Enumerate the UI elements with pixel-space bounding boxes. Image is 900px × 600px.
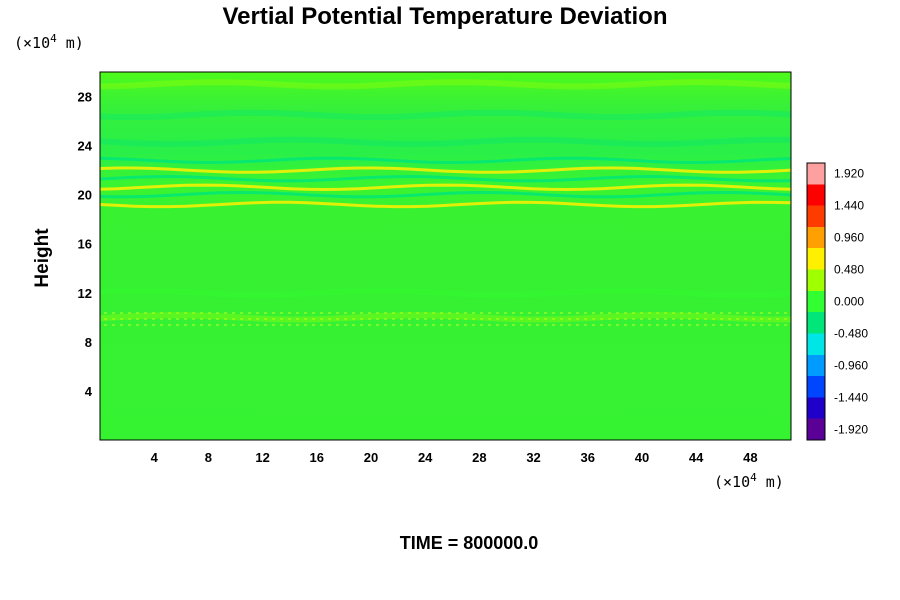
colorbar-tick-label: -1.440: [834, 390, 868, 404]
x-tick-label: 44: [689, 450, 704, 465]
field-speckle: [100, 310, 791, 326]
x-tick-label: 48: [743, 450, 757, 465]
y-tick-label: 16: [78, 237, 92, 252]
field-band: [99, 183, 792, 192]
x-tick-label: 8: [205, 450, 212, 465]
colorbar-tick-label: 0.000: [834, 295, 864, 309]
plot-frame: [99, 71, 792, 441]
field-band: [99, 174, 792, 183]
x-tick-label: 36: [581, 450, 595, 465]
field-band: [99, 79, 792, 90]
colorbar-tick-label: 0.960: [834, 231, 864, 245]
field-gradient: [100, 72, 791, 440]
colorbar-gradient: [806, 162, 826, 441]
colorbar-tick-label: -0.480: [834, 326, 868, 340]
y-tick-label: 28: [78, 90, 92, 105]
field-bands: [99, 79, 792, 323]
x-tick-label: 16: [310, 450, 324, 465]
x-tick-label: 4: [151, 450, 159, 465]
field-band: [99, 190, 792, 199]
colorbar-tick-label: -1.920: [834, 422, 868, 436]
y-tick-label: 12: [78, 286, 92, 301]
plot-area: [99, 71, 792, 441]
x-tick-labels: 4 8 12 16 20 24 28 32 36 40 44 48: [151, 450, 758, 465]
y-tick-label: 24: [78, 139, 93, 154]
field-band: [99, 136, 792, 148]
y-axis-label: Height: [32, 228, 53, 288]
x-tick-label: 20: [364, 450, 378, 465]
y-tick-label: 4: [85, 384, 93, 399]
colorbar-tick-label: 1.440: [834, 199, 864, 213]
x-tick-label: 24: [418, 450, 433, 465]
field-band: [99, 200, 792, 209]
y-tick-label: 20: [78, 188, 92, 203]
colorbar-tick-label: 1.920: [834, 167, 864, 181]
colorbar-tick-label: 0.480: [834, 263, 864, 277]
colorbar: 1.920 1.440 0.960 0.480 0.000 -0.480 -0.960 -1.…: [806, 162, 868, 441]
field-band: [99, 312, 792, 323]
x-tick-label: 40: [635, 450, 649, 465]
field-band: [99, 166, 792, 174]
field-band: [99, 109, 792, 121]
y-tick-label: 8: [85, 335, 92, 350]
colorbar-tick-labels: 1.920 1.440 0.960 0.480 0.000 -0.480 -0.960 -1.…: [834, 167, 868, 437]
chart-title: Vertial Potential Temperature Deviation: [222, 3, 667, 30]
time-label: TIME = 800000.0: [400, 533, 539, 553]
x-unit-label: (×104 m): [714, 471, 784, 491]
x-tick-label: 12: [255, 450, 269, 465]
field-band: [99, 156, 792, 165]
field-band: [99, 287, 792, 299]
y-unit-label: (×104 m): [14, 32, 84, 52]
x-tick-label: 32: [526, 450, 540, 465]
y-tick-labels: 4 8 12 16 20 24 28: [78, 90, 93, 399]
colorbar-tick-label: -0.960: [834, 358, 868, 372]
x-tick-label: 28: [472, 450, 486, 465]
